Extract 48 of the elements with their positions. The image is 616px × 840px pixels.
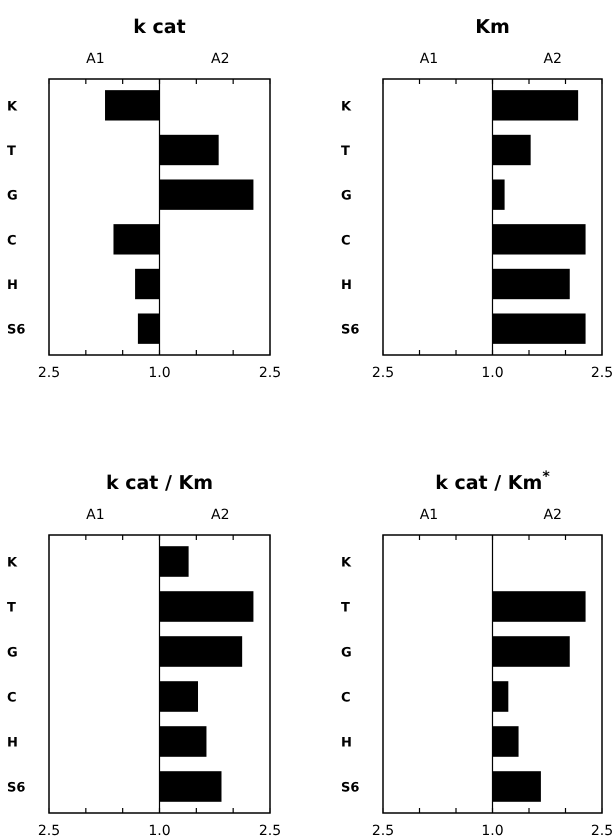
y-tick-label: S6 bbox=[341, 322, 360, 338]
text: A2 bbox=[211, 507, 230, 523]
text: 1.0 bbox=[148, 365, 171, 381]
y-tick-label: S6 bbox=[7, 322, 26, 338]
text: A1 bbox=[420, 51, 438, 67]
y-tick-label: G bbox=[341, 188, 352, 204]
y-tick-label: H bbox=[7, 278, 18, 293]
y-tick-label: H bbox=[341, 278, 352, 293]
y-tick-label: T bbox=[341, 600, 350, 616]
y-tick-label: T bbox=[7, 600, 16, 616]
y-tick-label: K bbox=[7, 556, 18, 570]
chart-title: k cat / Km$^{*}$ bbox=[435, 469, 550, 494]
y-tick-label: H bbox=[341, 736, 352, 750]
chart-title: Km bbox=[475, 16, 510, 38]
text: 1.0 bbox=[481, 365, 504, 381]
text: 2.5 bbox=[590, 365, 614, 381]
y-tick-label: G bbox=[7, 646, 18, 660]
text: A1 bbox=[86, 51, 105, 67]
y-tick-label: T bbox=[7, 144, 16, 159]
chart-title: k cat bbox=[133, 16, 186, 38]
text: A2 bbox=[211, 51, 230, 67]
y-tick-label: T bbox=[341, 144, 350, 159]
text: 2.5 bbox=[38, 823, 60, 839]
text: A2 bbox=[543, 507, 562, 523]
y-tick-label: H bbox=[7, 736, 18, 750]
text: A1 bbox=[420, 507, 438, 523]
y-tick-label: K bbox=[341, 99, 352, 114]
text: 2.5 bbox=[372, 365, 394, 381]
text: 2.5 bbox=[590, 823, 614, 839]
text: 1.0 bbox=[481, 823, 504, 839]
y-tick-label: G bbox=[7, 188, 18, 204]
text: 1.0 bbox=[148, 823, 171, 839]
text: 2.5 bbox=[258, 365, 282, 381]
text: 2.5 bbox=[372, 823, 394, 839]
text: A1 bbox=[86, 507, 105, 523]
y-tick-label: K bbox=[341, 556, 352, 570]
y-tick-label: S6 bbox=[7, 780, 26, 796]
text: A2 bbox=[543, 51, 562, 67]
chart-title: k cat / Km bbox=[106, 472, 214, 494]
text: 2.5 bbox=[258, 823, 282, 839]
y-tick-label: C bbox=[341, 233, 351, 248]
y-tick-label: K bbox=[7, 99, 18, 114]
y-tick-label: S6 bbox=[341, 780, 360, 796]
y-tick-label: C bbox=[7, 233, 17, 248]
text: 2.5 bbox=[38, 365, 60, 381]
y-tick-label: C bbox=[7, 690, 17, 706]
y-tick-label: C bbox=[341, 690, 351, 706]
y-tick-label: G bbox=[341, 646, 352, 660]
